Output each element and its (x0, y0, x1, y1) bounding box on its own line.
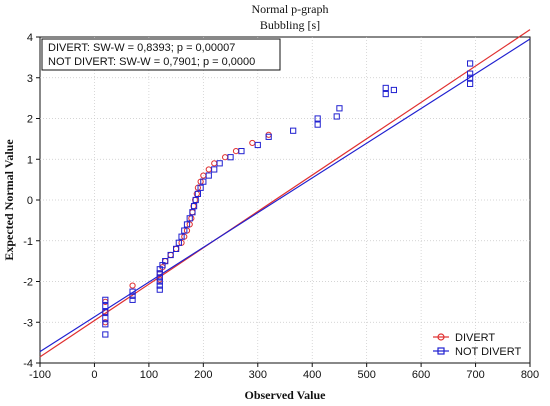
not-divert-point (129, 296, 136, 303)
x-tick-label: 300 (249, 369, 267, 381)
not-divert-point (211, 166, 218, 173)
not-divert-point (156, 278, 163, 285)
stats-line-divert: DIVERT: SW-W = 0,8393; p = 0,00007 (48, 42, 235, 54)
not-divert-point (467, 80, 474, 87)
y-tick-label: 1 (27, 154, 33, 166)
y-tick-label: 2 (27, 114, 33, 126)
divert-fit-line (39, 29, 531, 358)
not-divert-point (467, 70, 474, 77)
legend: DIVERT NOT DIVERT (433, 332, 521, 358)
not-divert-fit-line (39, 38, 531, 353)
x-axis-label: Observed Value (244, 388, 326, 402)
y-tick-label: 3 (27, 73, 33, 85)
not-divert-point (102, 296, 109, 303)
not-divert-point (467, 60, 474, 67)
data-points (102, 60, 474, 338)
not-divert-point (333, 113, 340, 120)
not-divert-point (192, 196, 199, 204)
not-divert-point (314, 121, 321, 128)
legend-not-divert-marker (437, 347, 445, 355)
chart-title: Normal p-graph (252, 2, 329, 16)
x-tick-label: -100 (29, 369, 51, 381)
not-divert-point (102, 331, 109, 338)
not-divert-point (197, 184, 204, 191)
not-divert-point (156, 270, 163, 277)
x-tick-label: 800 (521, 369, 539, 381)
not-divert-point (382, 90, 389, 98)
not-divert-point (181, 227, 188, 234)
grid (40, 37, 530, 363)
not-divert-point (173, 245, 180, 253)
not-divert-point (162, 258, 169, 265)
not-divert-point (467, 74, 474, 81)
not-divert-point (102, 321, 109, 328)
not-divert-point (167, 251, 174, 259)
not-divert-point (227, 154, 234, 161)
not-divert-point (314, 115, 321, 122)
x-tick-label: 500 (357, 369, 375, 381)
not-divert-point (265, 133, 272, 140)
legend-not-divert-label: NOT DIVERT (455, 346, 521, 358)
not-divert-point (102, 315, 109, 322)
y-axis-label: Expected Normal Value (2, 139, 16, 261)
legend-divert-marker (437, 333, 445, 341)
not-divert-point (205, 172, 212, 179)
axis-ticks: -100 0 100 200 300 400 500 600 700 800 -4 -3 -2 -1 0 1 2… (23, 32, 539, 381)
stats-box: DIVERT: SW-W = 0,8393; p = 0,00007 NOT D… (41, 38, 281, 71)
chart-subtitle: Bubbling [s] (260, 18, 320, 32)
x-tick-label: 700 (466, 369, 484, 381)
y-tick-label: -4 (23, 358, 33, 370)
not-divert-point (194, 190, 201, 197)
not-divert-point (102, 308, 109, 316)
x-tick-label: 600 (412, 369, 430, 381)
x-tick-label: 100 (140, 369, 158, 381)
not-divert-point (102, 302, 109, 310)
not-divert-point (186, 215, 193, 222)
legend-divert-label: DIVERT (455, 332, 495, 344)
not-divert-point (238, 148, 245, 155)
not-divert-point (336, 105, 343, 112)
not-divert-point (175, 239, 182, 246)
stats-box-frame (41, 38, 281, 71)
not-divert-point (129, 292, 136, 299)
not-divert-point (183, 221, 191, 228)
not-divert-point (254, 141, 261, 149)
y-tick-label: -2 (23, 277, 33, 289)
stats-line-not-divert: NOT DIVERT: SW-W = 0,7901; p = 0,0000 (48, 56, 255, 68)
y-tick-label: -3 (23, 317, 33, 329)
x-tick-label: 0 (91, 369, 97, 381)
not-divert-point (129, 288, 136, 295)
y-tick-label: 0 (27, 195, 33, 207)
not-divert-point (189, 209, 196, 216)
not-divert-point (382, 84, 389, 92)
not-divert-point (190, 203, 198, 210)
x-tick-label: 400 (303, 369, 321, 381)
not-divert-point (156, 274, 163, 281)
not-divert-point (390, 86, 397, 94)
not-divert-point (200, 178, 207, 185)
not-divert-point (178, 233, 185, 240)
x-tick-label: 200 (194, 369, 212, 381)
not-divert-point (156, 282, 163, 289)
not-divert-point (156, 286, 163, 293)
fit-lines (39, 29, 531, 358)
not-divert-point (216, 160, 223, 167)
y-tick-label: 4 (27, 32, 33, 44)
divert-point (129, 282, 136, 289)
y-tick-label: -1 (23, 236, 33, 248)
not-divert-point (290, 127, 297, 134)
